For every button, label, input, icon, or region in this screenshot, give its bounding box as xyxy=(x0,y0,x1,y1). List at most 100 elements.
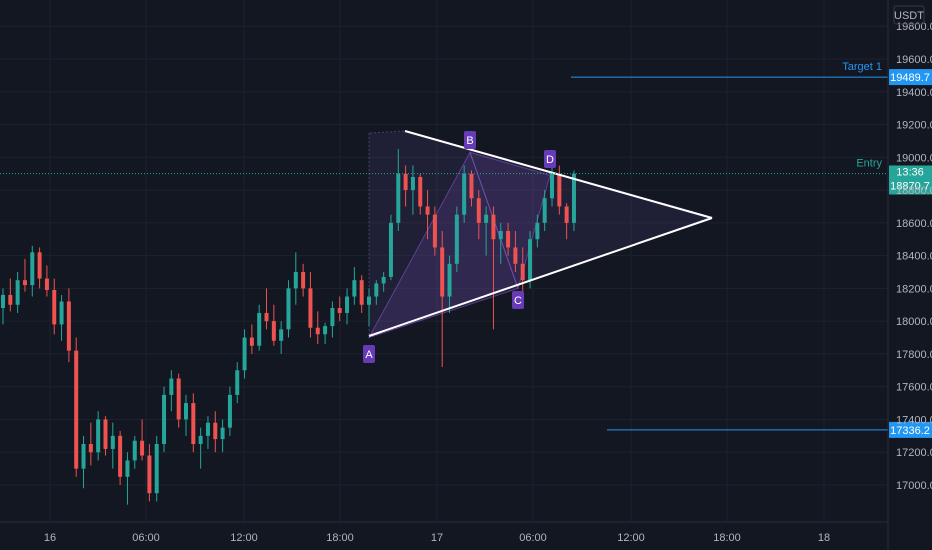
candle-body xyxy=(388,222,393,277)
currency-label: USDT xyxy=(894,10,924,22)
candle-body xyxy=(162,394,167,445)
candle-body xyxy=(293,272,298,289)
candle-body xyxy=(37,252,42,279)
candle-body xyxy=(315,327,320,335)
price-tick-label: 18600.0 xyxy=(896,218,932,230)
countdown-text: 13:36 xyxy=(896,166,924,178)
price-tick-label: 18800.0 xyxy=(896,185,932,197)
candle-body xyxy=(227,394,232,428)
current-price-tag[interactable] xyxy=(889,165,932,195)
time-tick-label: 18 xyxy=(818,532,830,544)
pattern-point-label: B xyxy=(466,135,473,147)
price-axis[interactable]: 19800.0 19600.0 19400.0 19200.0 19000.0 18800… xyxy=(887,0,932,550)
price-tick-label: 17600.0 xyxy=(896,382,932,394)
candle-body xyxy=(88,444,93,453)
pattern-point-label: C xyxy=(514,295,522,307)
price-tick-label: 19600.0 xyxy=(896,54,932,66)
candle-body xyxy=(396,173,401,223)
candle-body xyxy=(176,378,181,420)
price-levels[interactable]: Target 119489.7Entry18900.117336.213:361… xyxy=(0,61,932,438)
price-tick-label: 17200.0 xyxy=(896,447,932,459)
candle-body xyxy=(542,198,547,223)
candle-body xyxy=(184,403,188,420)
price-tick-label: 18200.0 xyxy=(896,283,932,295)
candle-body xyxy=(205,422,210,436)
candle-body xyxy=(132,440,137,461)
candle-body xyxy=(242,337,247,371)
pattern-labels: A B C D xyxy=(363,131,556,363)
candle-body xyxy=(352,280,357,297)
price-tick-label: 17800.0 xyxy=(896,349,932,361)
pattern-point-badge xyxy=(512,291,524,309)
candle-body xyxy=(198,435,203,445)
time-tick-label: 12:00 xyxy=(230,532,258,544)
candle-body xyxy=(125,460,130,477)
currency-box[interactable] xyxy=(893,5,925,25)
candle-body xyxy=(550,173,554,199)
current-price-text: 18870.7 xyxy=(890,180,930,192)
candle-body xyxy=(381,276,386,284)
candle-body xyxy=(271,321,276,341)
time-tick-label: 17 xyxy=(431,532,443,544)
candle-body xyxy=(249,337,254,346)
candle-body xyxy=(535,222,540,240)
candle-body xyxy=(279,329,284,341)
candle-body xyxy=(140,440,145,456)
candle-body xyxy=(30,252,35,286)
candle-body xyxy=(345,296,350,313)
candle-body xyxy=(506,231,511,248)
candle-body xyxy=(476,198,481,223)
candle-body xyxy=(257,312,262,346)
candle-body xyxy=(15,280,20,305)
candle-body xyxy=(52,290,57,325)
candle-body xyxy=(462,173,467,215)
candle-body xyxy=(235,370,240,395)
price-tick-label: 19800.0 xyxy=(896,21,932,33)
candle-body xyxy=(337,308,342,313)
level-label: Entry xyxy=(856,158,882,170)
grid xyxy=(0,0,888,522)
pattern-point-badge xyxy=(544,150,556,168)
candle-body xyxy=(118,435,123,477)
candle-body xyxy=(286,288,291,330)
triangle-drawing[interactable] xyxy=(368,130,713,337)
candle-body xyxy=(403,173,408,191)
candle-body xyxy=(498,231,503,240)
candle-body xyxy=(447,263,452,297)
candle-body xyxy=(571,173,576,223)
level-price-tag[interactable] xyxy=(889,421,932,438)
time-axis[interactable]: 16 06:00 12:00 18:00 17 06:00 12:00 18:00 18 xyxy=(0,521,888,544)
triangle-lower-line[interactable] xyxy=(368,217,713,337)
candle-body xyxy=(440,247,445,297)
candle-body xyxy=(469,173,474,199)
candle-body xyxy=(1,294,5,309)
candle-body xyxy=(220,427,225,440)
candle-body xyxy=(213,422,218,440)
candle-body xyxy=(484,214,489,223)
candle-body xyxy=(59,301,64,325)
candles xyxy=(1,149,576,505)
candle-body xyxy=(66,301,71,351)
candle-body xyxy=(418,176,423,207)
time-tick-label: 06:00 xyxy=(132,532,160,544)
pattern-point-badge xyxy=(363,345,375,363)
candle-body xyxy=(491,214,496,240)
time-tick-label: 18:00 xyxy=(326,532,354,544)
level-label: Target 1 xyxy=(842,61,882,73)
level-price-tag[interactable] xyxy=(889,69,932,86)
candle-body xyxy=(330,308,335,327)
candle-body xyxy=(110,435,115,449)
time-tick-label: 12:00 xyxy=(617,532,645,544)
candle-body xyxy=(191,403,196,445)
triangle-upper-line[interactable] xyxy=(404,130,713,219)
price-tick-label: 19400.0 xyxy=(896,87,932,99)
candle-body xyxy=(528,239,533,281)
price-tick-label: 17400.0 xyxy=(896,414,932,426)
price-tick-label: 19200.0 xyxy=(896,120,932,132)
candle-body xyxy=(425,206,430,215)
candle-body xyxy=(103,419,108,449)
candle-body xyxy=(432,214,437,248)
time-tick-label: 16 xyxy=(44,532,56,544)
candle-body xyxy=(264,312,269,322)
